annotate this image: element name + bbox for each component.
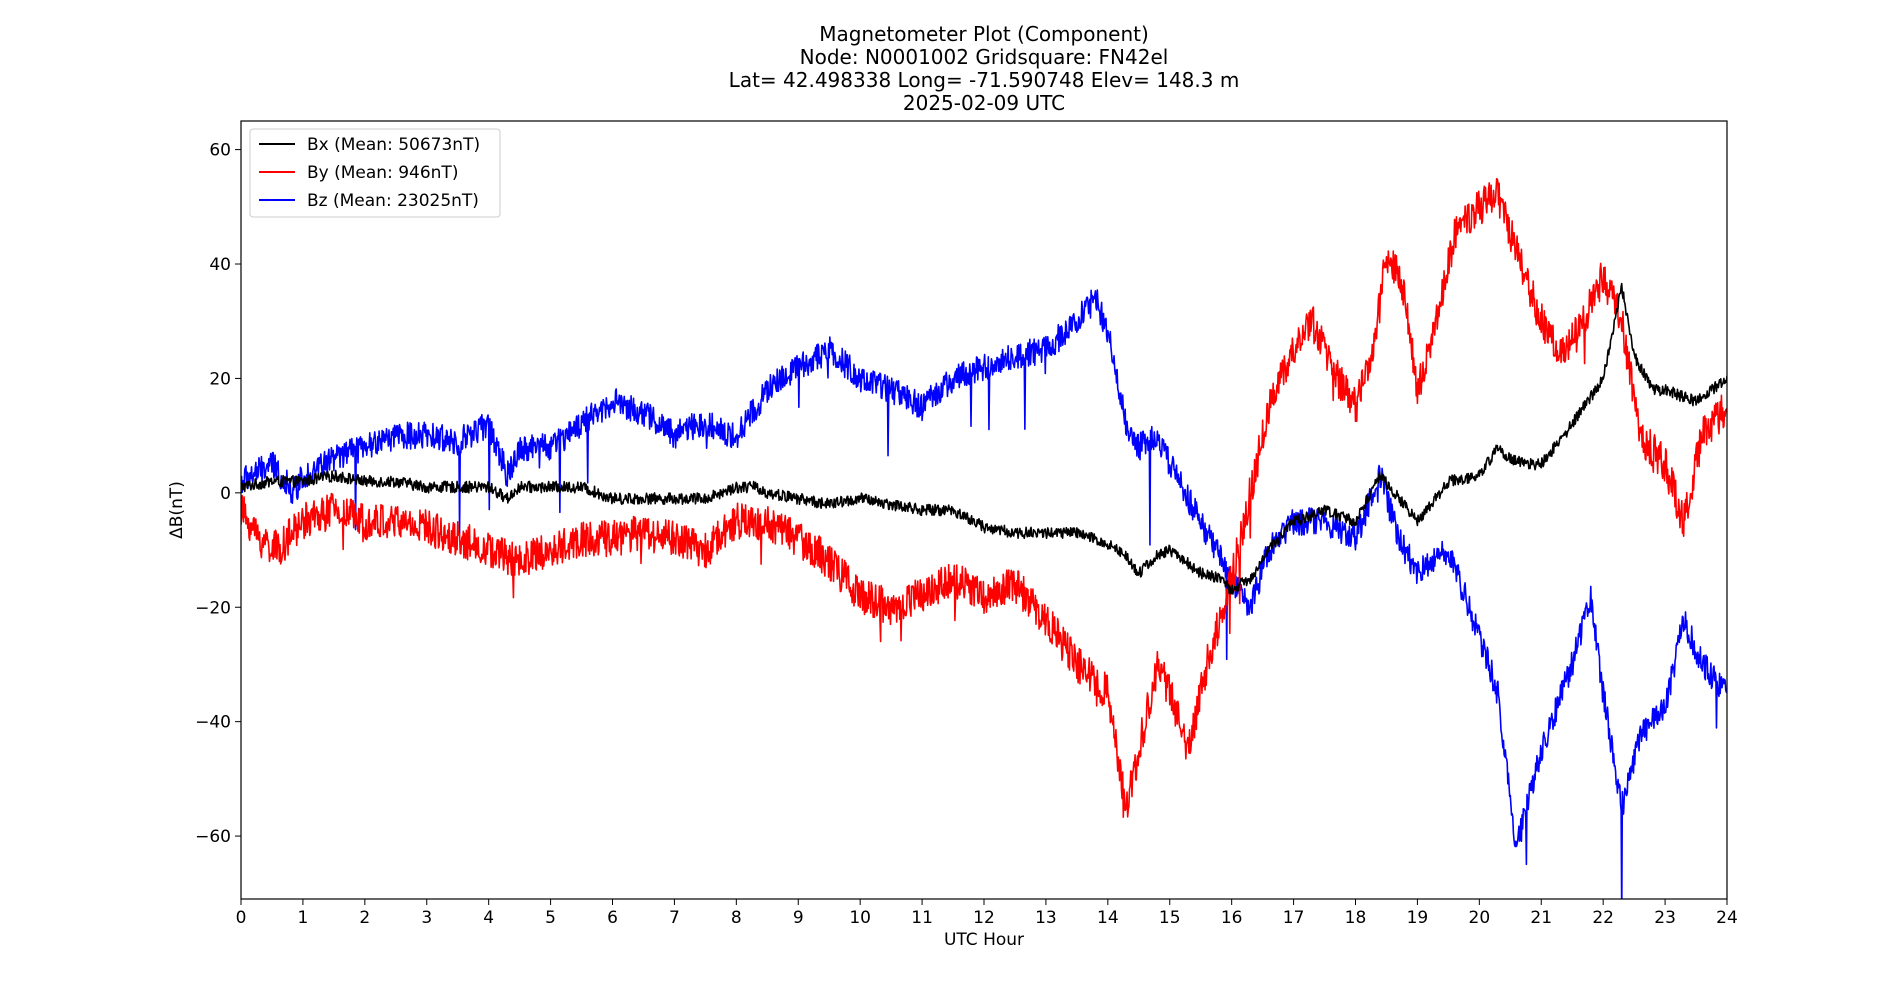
x-tick-label: 15 [1159, 908, 1181, 928]
x-tick-label: 22 [1592, 908, 1614, 928]
y-tick-label: −60 [195, 827, 231, 847]
x-tick-label: 12 [973, 908, 995, 928]
chart-title: Magnetometer Plot (Component) Node: N000… [729, 22, 1240, 115]
x-tick-label: 13 [1035, 908, 1057, 928]
x-tick-label: 5 [545, 908, 556, 928]
x-axis: 0 1 2 3 4 5 6 7 8 9 10 11 12 13 14 15 16 17 18 19 20 21 22 23 24 [236, 899, 1738, 928]
x-tick-label: 23 [1654, 908, 1676, 928]
x-tick-label: 24 [1716, 908, 1738, 928]
x-tick-label: 21 [1530, 908, 1552, 928]
series-line-bx [241, 282, 1727, 595]
y-tick-label: 20 [209, 369, 231, 389]
title-line-1: Magnetometer Plot (Component) [819, 22, 1149, 46]
x-tick-label: 3 [421, 908, 432, 928]
x-tick-label: 0 [236, 908, 247, 928]
y-tick-label: 60 [209, 141, 231, 161]
x-tick-label: 8 [731, 908, 742, 928]
x-tick-label: 17 [1283, 908, 1305, 928]
x-tick-label: 9 [793, 908, 804, 928]
legend: Bx (Mean: 50673nT) By (Mean: 946nT) Bz (… [249, 128, 501, 218]
x-tick-label: 20 [1469, 908, 1491, 928]
series-line-by [241, 178, 1727, 818]
legend-box [249, 128, 501, 218]
plot-area [240, 120, 1728, 900]
y-tick-label: −20 [195, 598, 231, 618]
title-line-4: 2025-02-09 UTC [903, 91, 1065, 115]
legend-label-by: By (Mean: 946nT) [307, 163, 458, 183]
series-line-bz [241, 289, 1727, 899]
y-axis: −60 −40 −20 0 20 40 60 [195, 141, 241, 847]
title-line-3: Lat= 42.498338 Long= -71.590748 Elev= 14… [729, 68, 1240, 92]
x-tick-label: 4 [483, 908, 494, 928]
y-tick-label: 0 [220, 484, 231, 504]
y-axis-label: ΔB(nT) [167, 481, 187, 539]
legend-label-bz: Bz (Mean: 23025nT) [307, 191, 479, 211]
x-tick-label: 7 [669, 908, 680, 928]
y-tick-label: −40 [195, 713, 231, 733]
x-tick-label: 6 [607, 908, 618, 928]
legend-label-bx: Bx (Mean: 50673nT) [307, 135, 480, 155]
series-group [241, 178, 1727, 899]
x-tick-label: 11 [911, 908, 933, 928]
x-tick-label: 1 [298, 908, 309, 928]
x-tick-label: 2 [359, 908, 370, 928]
title-line-2: Node: N0001002 Gridsquare: FN42el [800, 45, 1169, 69]
x-tick-label: 18 [1345, 908, 1367, 928]
x-tick-label: 19 [1407, 908, 1429, 928]
x-tick-label: 10 [849, 908, 871, 928]
x-axis-label: UTC Hour [944, 930, 1024, 950]
x-tick-label: 14 [1097, 908, 1119, 928]
x-tick-label: 16 [1221, 908, 1243, 928]
y-tick-label: 40 [209, 255, 231, 275]
